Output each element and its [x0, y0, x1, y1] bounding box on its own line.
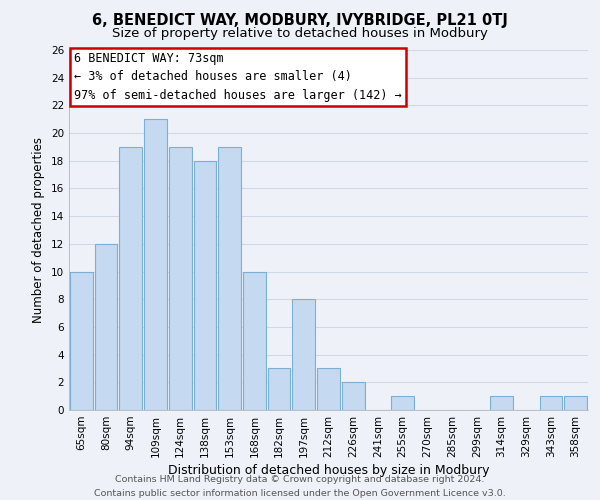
Bar: [268, 368, 290, 410]
X-axis label: Distribution of detached houses by size in Modbury: Distribution of detached houses by size …: [168, 464, 489, 477]
Text: Size of property relative to detached houses in Modbury: Size of property relative to detached ho…: [112, 28, 488, 40]
Bar: [391, 396, 414, 410]
Text: 6, BENEDICT WAY, MODBURY, IVYBRIDGE, PL21 0TJ: 6, BENEDICT WAY, MODBURY, IVYBRIDGE, PL2…: [92, 12, 508, 28]
Bar: [342, 382, 365, 410]
Text: 6 BENEDICT WAY: 73sqm
← 3% of detached houses are smaller (4)
97% of semi-detach: 6 BENEDICT WAY: 73sqm ← 3% of detached h…: [74, 52, 402, 102]
Bar: [144, 119, 167, 410]
Bar: [292, 299, 315, 410]
Bar: [564, 396, 587, 410]
Y-axis label: Number of detached properties: Number of detached properties: [32, 137, 46, 323]
Bar: [317, 368, 340, 410]
Bar: [218, 147, 241, 410]
Text: Contains HM Land Registry data © Crown copyright and database right 2024.
Contai: Contains HM Land Registry data © Crown c…: [94, 476, 506, 498]
Bar: [194, 161, 216, 410]
Bar: [490, 396, 513, 410]
Bar: [169, 147, 191, 410]
Bar: [539, 396, 562, 410]
Bar: [95, 244, 118, 410]
Bar: [119, 147, 142, 410]
Bar: [70, 272, 93, 410]
Bar: [243, 272, 266, 410]
